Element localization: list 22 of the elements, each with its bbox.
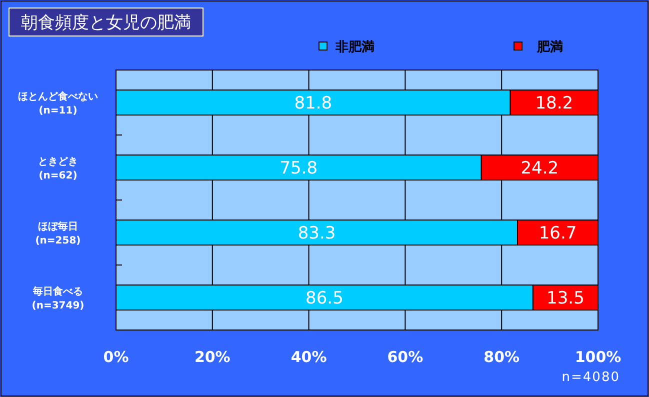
x-tick-label: 0% <box>103 348 129 366</box>
y-tick-label: 毎日食べる (n=3749) <box>32 286 84 312</box>
data-label: 18.2 <box>535 94 574 114</box>
data-label: 16.7 <box>538 224 577 244</box>
y-tick-label: ほとんど食べない (n=11) <box>18 90 98 116</box>
legend-label: 肥満 <box>536 40 563 55</box>
y-tick-label: ときどき (n=62) <box>38 156 78 182</box>
chart-title: 朝食頻度と女児の肥満 <box>21 13 191 33</box>
data-label: 81.8 <box>294 94 332 114</box>
legend-label: 非肥満 <box>334 40 374 55</box>
text: n=4080 <box>562 370 620 385</box>
x-tick-label: 100% <box>574 348 622 366</box>
y-tick-label: ほぼ毎日 (n=258) <box>35 220 81 246</box>
data-label: 24.2 <box>520 158 559 178</box>
x-tick-label: 20% <box>194 348 230 366</box>
data-label: 75.8 <box>280 158 318 178</box>
data-label: 13.5 <box>546 288 584 308</box>
x-tick-label: 80% <box>484 348 520 366</box>
x-tick-label: 60% <box>387 348 424 366</box>
data-label: 86.5 <box>306 288 344 308</box>
x-tick-label: 40% <box>290 348 327 366</box>
data-label: 83.3 <box>298 224 336 244</box>
